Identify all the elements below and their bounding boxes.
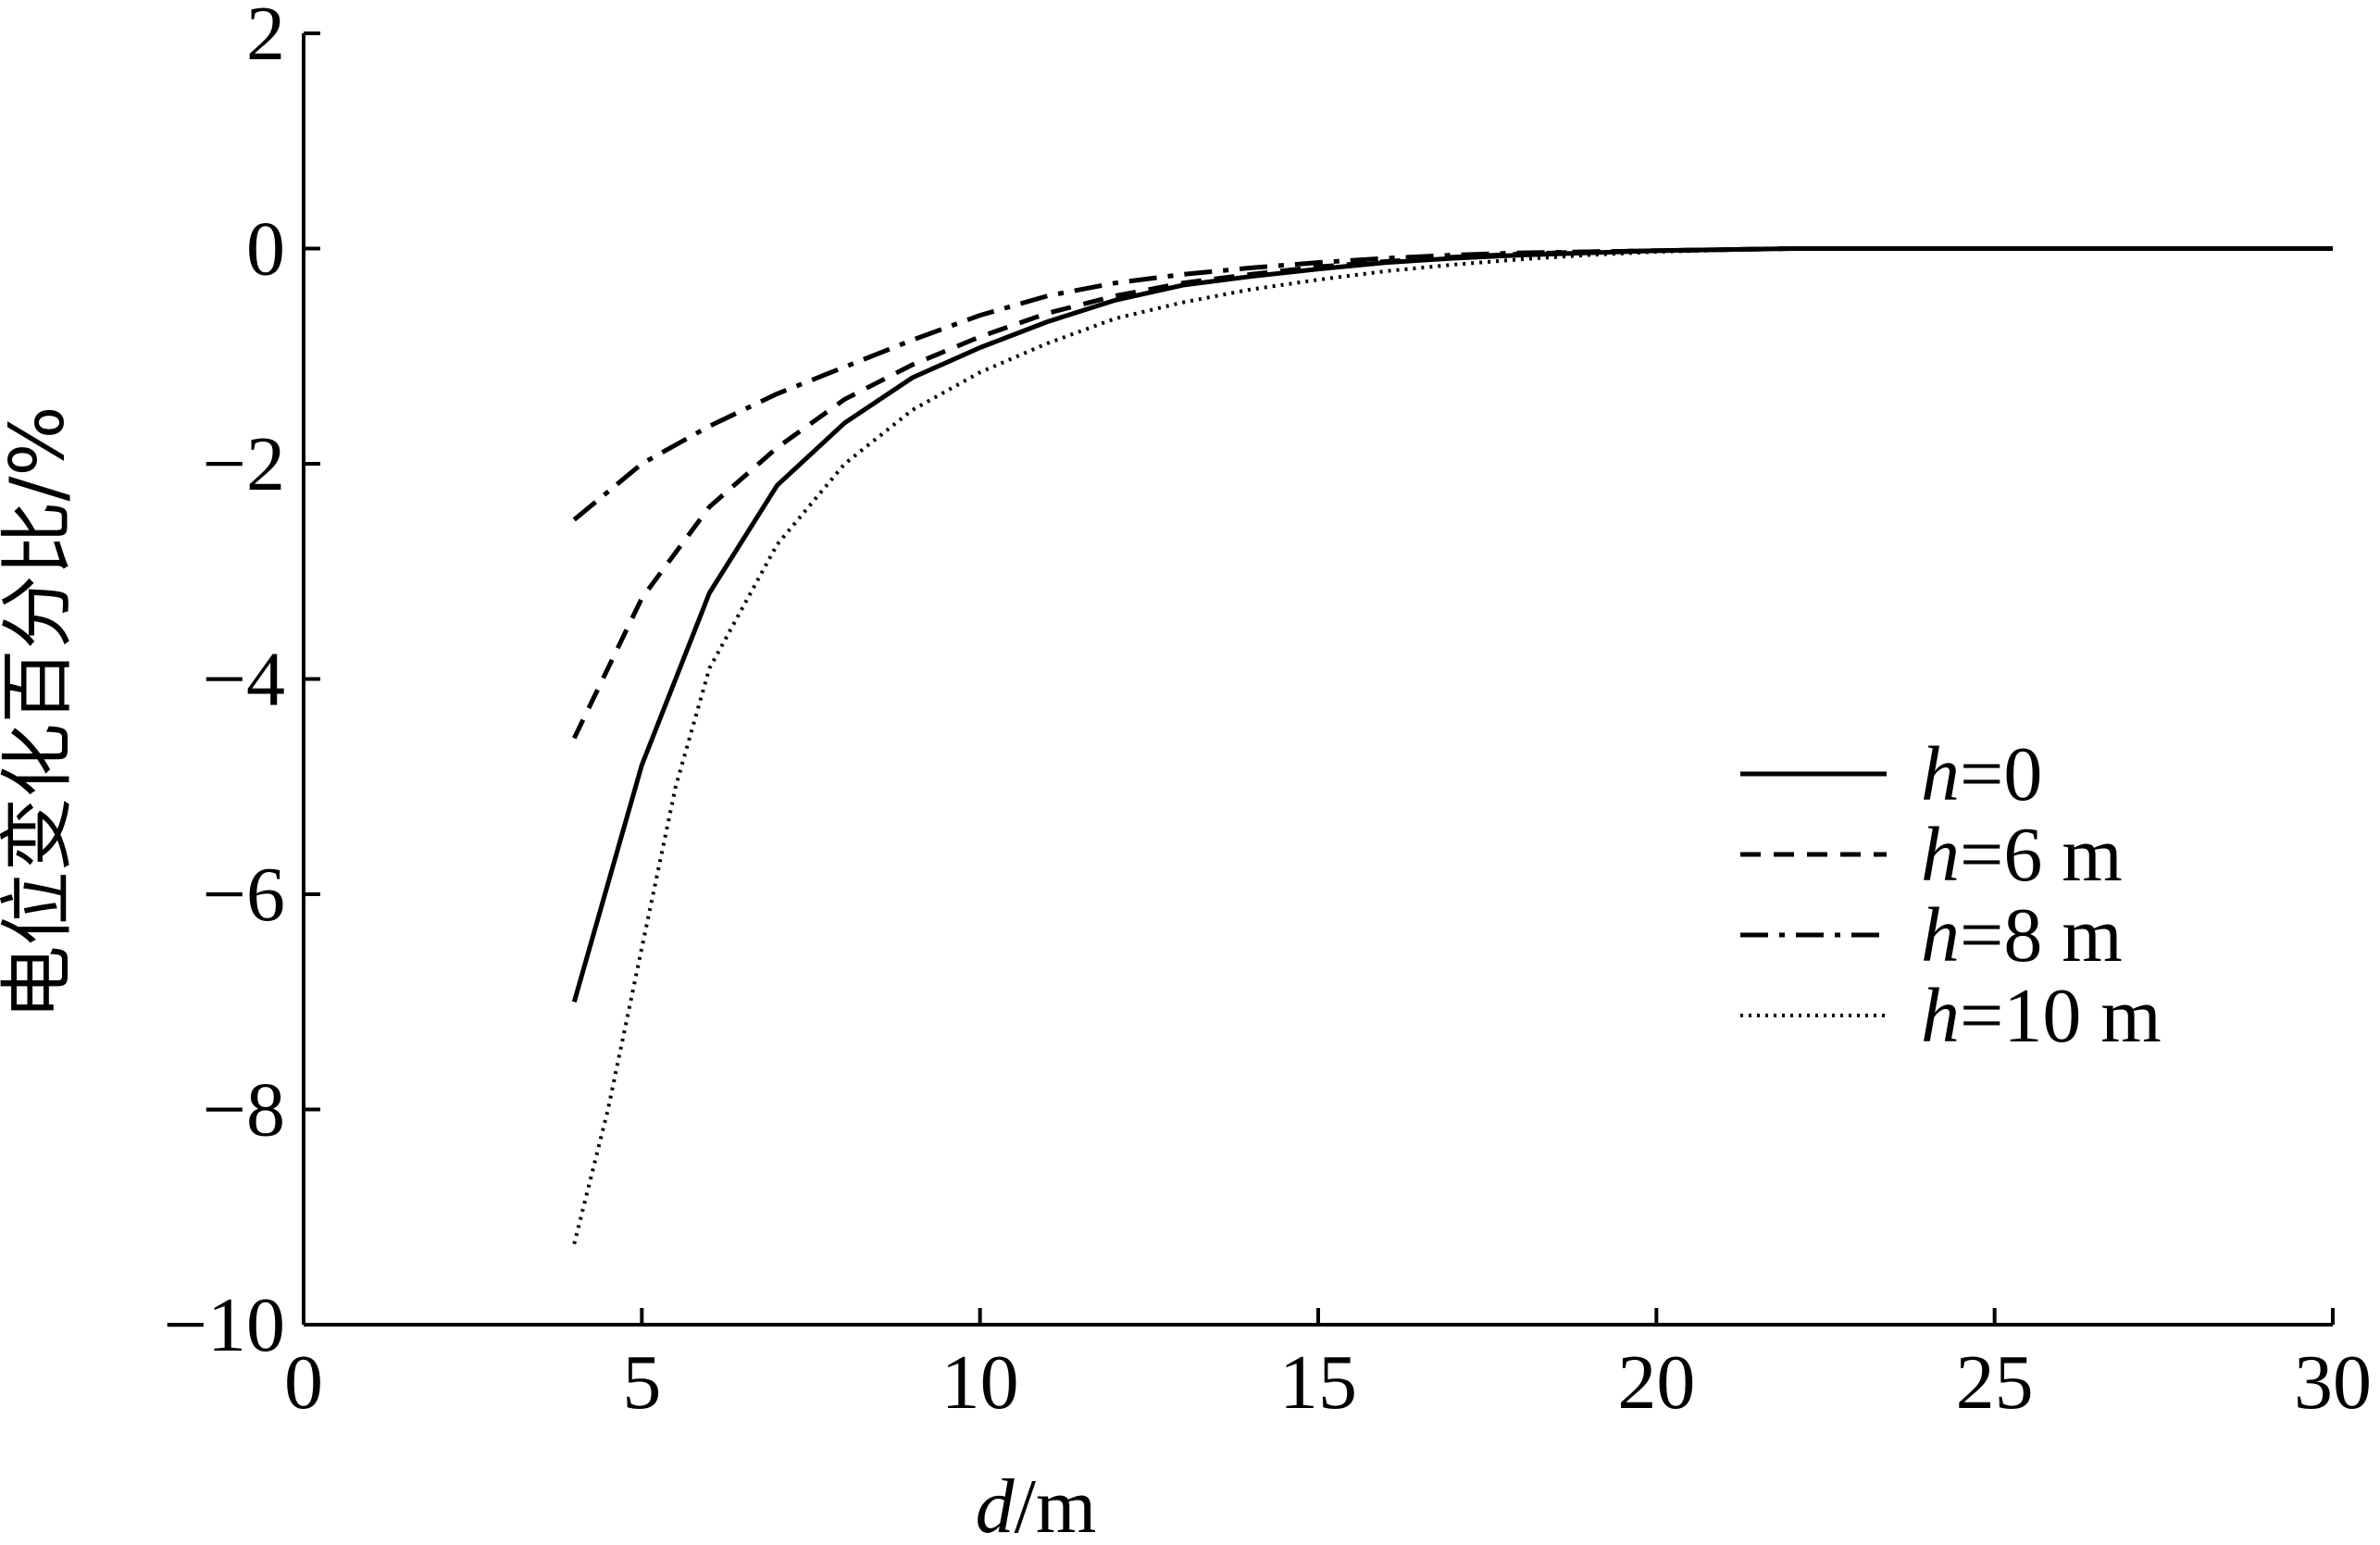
legend-label-value: =0 bbox=[1960, 731, 2042, 817]
y-tick-label: 0 bbox=[246, 206, 285, 293]
legend-label-value: =6 m bbox=[1960, 812, 2123, 898]
series-line-4 bbox=[572, 246, 2333, 1245]
y-tick-label: 2 bbox=[246, 0, 285, 77]
x-tick-label: 5 bbox=[622, 1339, 661, 1426]
x-ticks: 0 5 10 15 20 25 30 bbox=[284, 1308, 2372, 1426]
legend-label-value: =8 m bbox=[1960, 892, 2123, 978]
x-tick-label: 0 bbox=[284, 1339, 323, 1426]
legend: h=0h=6 mh=8 mh=10 m bbox=[1740, 731, 2162, 1059]
plot-area: 0 5 10 15 20 25 30 20−2−4−6−8−10 bbox=[164, 0, 2372, 1426]
x-tick-label: 25 bbox=[1956, 1339, 2034, 1426]
legend-label-var: h bbox=[1921, 731, 1960, 817]
x-tick-label: 15 bbox=[1279, 1339, 1357, 1426]
legend-label-var: h bbox=[1921, 973, 1960, 1059]
y-ticks: 2 0 −2 −4 −6 −8 −10 bbox=[164, 0, 320, 1368]
x-axis-title-var: d bbox=[976, 1464, 1016, 1545]
series-line-2 bbox=[572, 246, 2333, 740]
legend-label-var: h bbox=[1921, 892, 1960, 978]
legend-label: h=10 m bbox=[1921, 973, 2162, 1059]
y-tick-label: −8 bbox=[203, 1067, 285, 1153]
x-tick-label: 20 bbox=[1617, 1339, 1695, 1426]
y-tick-label: −2 bbox=[203, 421, 285, 507]
y-tick-label: −10 bbox=[164, 1282, 285, 1368]
x-axis-title-unit: /m bbox=[1015, 1464, 1097, 1545]
series-lines bbox=[571, 246, 2333, 1245]
x-tick-label: 10 bbox=[941, 1339, 1019, 1426]
series-line-3 bbox=[572, 246, 2333, 522]
legend-label: h=8 m bbox=[1921, 892, 2123, 978]
x-axis-title: d/m bbox=[976, 1464, 1097, 1545]
legend-label-value: =10 m bbox=[1960, 973, 2162, 1059]
legend-label: h=0 bbox=[1921, 731, 2042, 817]
legend-label-var: h bbox=[1921, 812, 1960, 898]
y-axis-title: 电位变化百分比/% bbox=[0, 406, 81, 1020]
legend-label: h=6 m bbox=[1921, 812, 2123, 898]
y-tick-label: −6 bbox=[203, 852, 285, 938]
x-tick-label: 30 bbox=[2294, 1339, 2372, 1426]
y-tick-label: −4 bbox=[203, 637, 285, 723]
